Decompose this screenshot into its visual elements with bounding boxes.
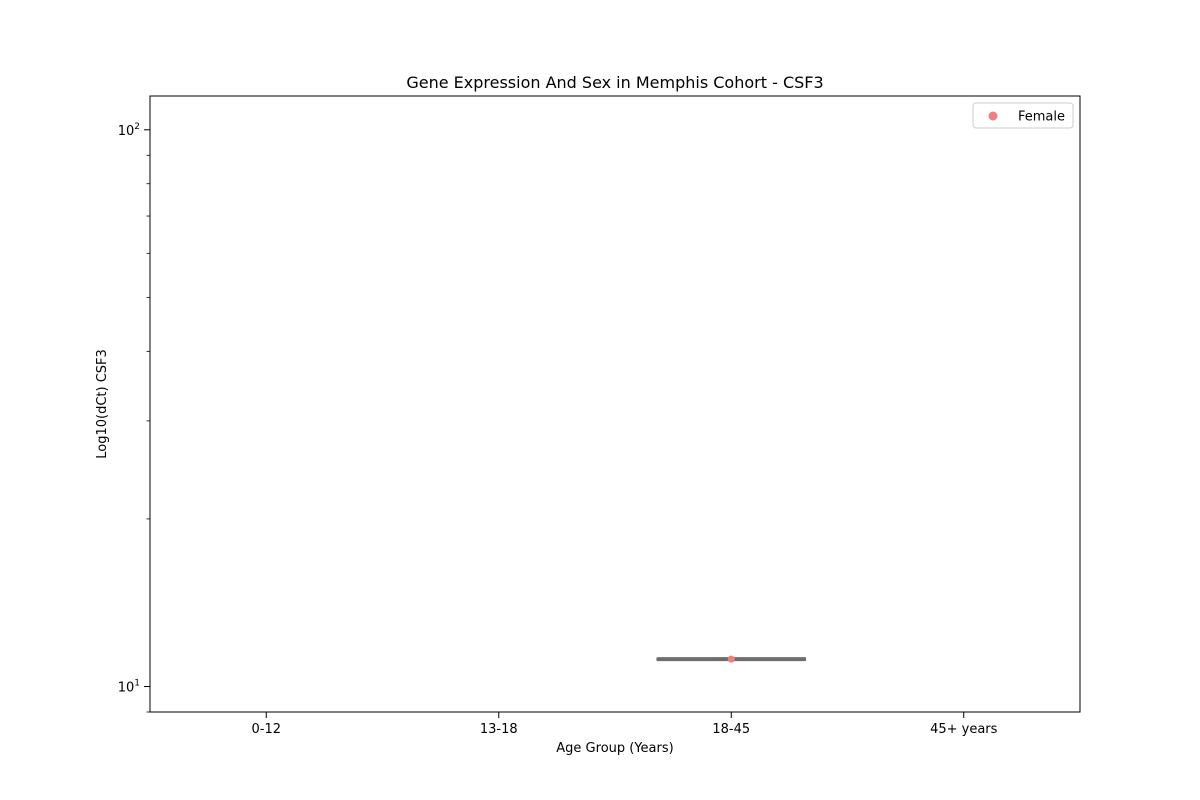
x-tick-label: 18-45 <box>712 722 750 737</box>
x-axis-title: Age Group (Years) <box>556 741 673 756</box>
legend-label: Female <box>1018 110 1065 125</box>
x-axis: 0-12 13-18 18-45 45+ years <box>251 712 998 737</box>
data-point <box>727 655 735 663</box>
y-tick-label: 101 <box>118 679 140 696</box>
legend-box <box>972 102 1074 129</box>
x-tick-label: 13-18 <box>480 722 518 737</box>
x-tick-label: 0-12 <box>251 722 281 737</box>
chart-title: Gene Expression And Sex in Memphis Cohor… <box>406 73 823 92</box>
y-tick-label: 102 <box>118 122 140 139</box>
plot-marks <box>656 655 807 663</box>
y-axis: 101 102 <box>118 122 150 713</box>
legend-marker <box>988 111 998 121</box>
plot-area-frame <box>149 95 1081 713</box>
x-tick-label: 45+ years <box>930 722 998 737</box>
legend: Female <box>972 102 1074 129</box>
y-axis-title: Log10(dCt) CSF3 <box>95 349 110 459</box>
